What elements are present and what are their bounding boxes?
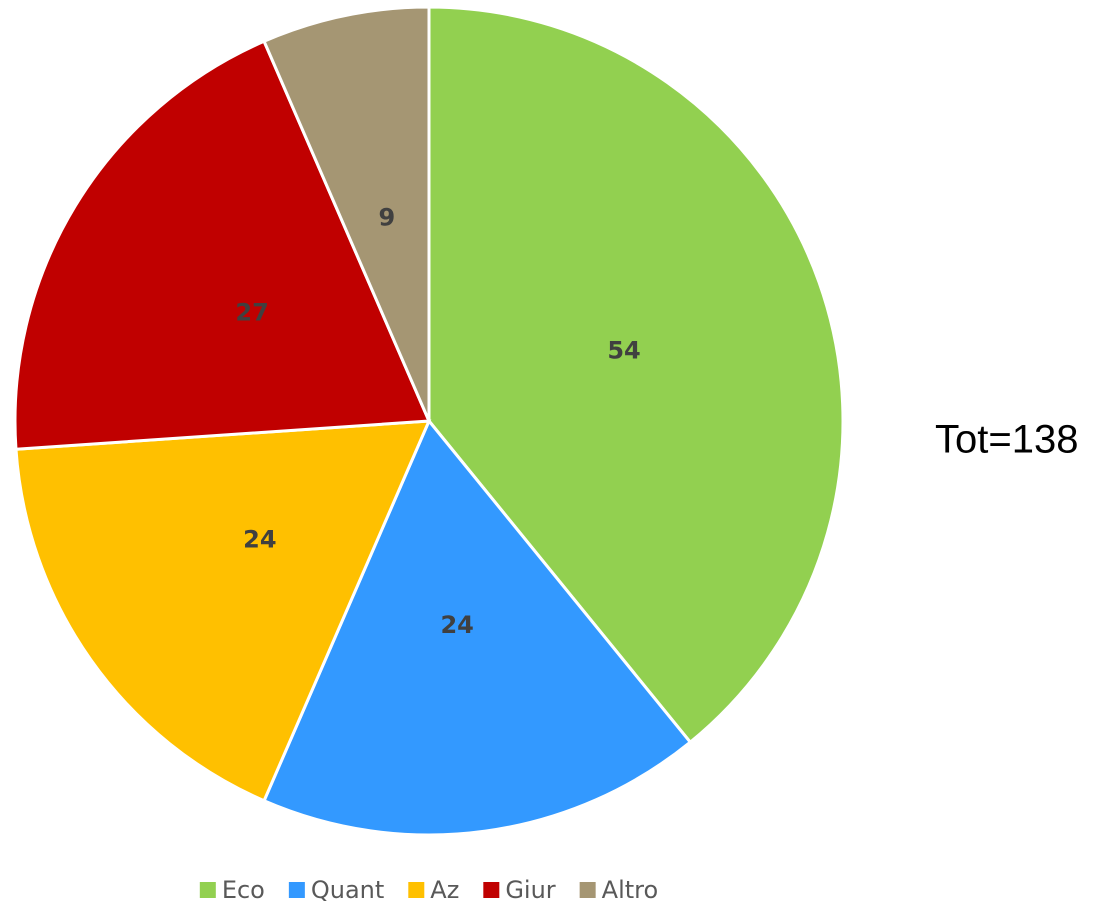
- legend-swatch: [483, 882, 500, 898]
- pie-slice: [427, 5, 845, 745]
- legend-label: Giur: [505, 876, 555, 904]
- legend-swatch: [408, 882, 425, 898]
- pie-slice: [262, 5, 431, 422]
- value-label: 54: [607, 337, 640, 365]
- legend-swatch: [199, 882, 216, 898]
- legend-swatch: [579, 882, 596, 898]
- pie-slice: [262, 418, 693, 837]
- legend-label: Altro: [602, 876, 659, 904]
- value-label: 9: [379, 203, 396, 231]
- legend-label: Quant: [311, 876, 384, 904]
- legend-label: Eco: [222, 876, 265, 904]
- value-label: 24: [440, 611, 473, 639]
- legend: Eco Quant Az Giur Altro: [199, 876, 659, 904]
- pie-slice: [13, 39, 432, 451]
- value-label: 27: [235, 298, 268, 326]
- annotation: Tot=138: [935, 418, 1078, 462]
- pie-slice: [14, 419, 432, 803]
- legend-swatch: [288, 882, 305, 898]
- legend-label: Az: [430, 876, 459, 904]
- value-label: 24: [243, 525, 276, 553]
